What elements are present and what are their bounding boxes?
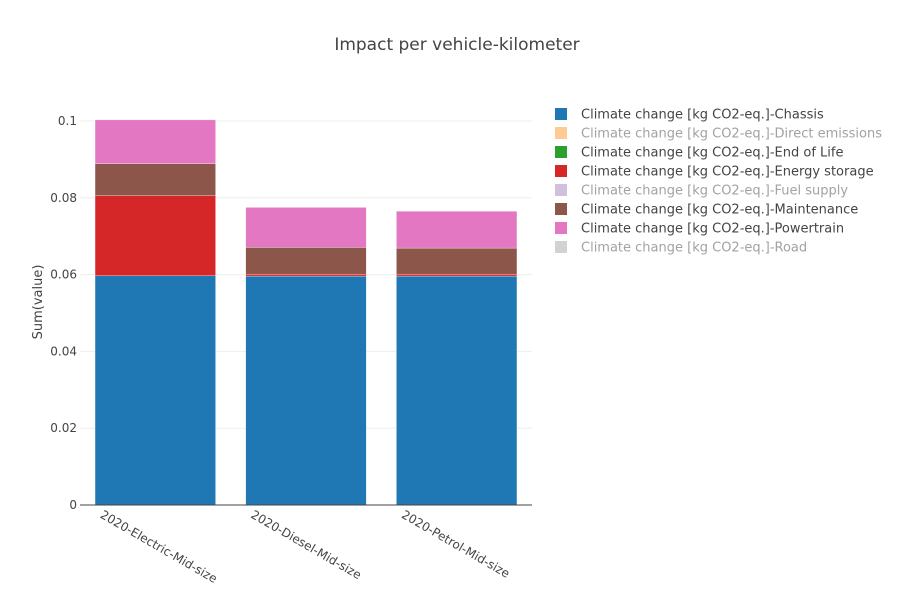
- x-tick-label: 2020-Diesel-Mid-size: [249, 507, 364, 582]
- y-tick-label: 0.04: [50, 344, 77, 358]
- legend-item[interactable]: Climate change [kg CO2-eq.]-Road: [555, 241, 807, 256]
- legend-label: Climate change [kg CO2-eq.]-Maintenance: [581, 203, 858, 218]
- legend-item[interactable]: Climate change [kg CO2-eq.]-Energy stora…: [555, 165, 874, 180]
- legend-item[interactable]: Climate change [kg CO2-eq.]-Maintenance: [555, 203, 858, 218]
- legend-label: Climate change [kg CO2-eq.]-End of Life: [581, 146, 843, 161]
- x-tick-label: 2020-Petrol-Mid-size: [399, 507, 512, 580]
- bar-segment[interactable]: [396, 275, 518, 506]
- legend-label: Climate change [kg CO2-eq.]-Powertrain: [581, 222, 844, 237]
- legend-item[interactable]: Climate change [kg CO2-eq.]-Chassis: [555, 108, 824, 123]
- bars-group[interactable]: [94, 119, 518, 506]
- legend[interactable]: Climate change [kg CO2-eq.]-Chassis Clima…: [555, 108, 882, 256]
- bar-segment[interactable]: [94, 275, 216, 506]
- y-tick-label: 0.1: [58, 114, 77, 128]
- y-tick-label: 0.02: [50, 421, 77, 435]
- bar-segment[interactable]: [245, 275, 367, 506]
- y-axis-label: Sum(value): [31, 265, 46, 340]
- legend-label: Climate change [kg CO2-eq.]-Direct emiss…: [581, 127, 882, 142]
- y-tick-label: 0.06: [50, 268, 77, 282]
- legend-swatch: [555, 184, 567, 196]
- bar-segment[interactable]: [245, 247, 367, 275]
- chart-title: Impact per vehicle-kilometer: [334, 35, 579, 55]
- bar-segment[interactable]: [396, 247, 518, 275]
- legend-swatch: [555, 146, 567, 158]
- bar-segment[interactable]: [245, 273, 367, 277]
- legend-swatch: [555, 222, 567, 234]
- x-tick-label: 2020-Electric-Mid-size: [98, 507, 220, 585]
- legend-item[interactable]: Climate change [kg CO2-eq.]-Direct emiss…: [555, 127, 882, 142]
- legend-label: Climate change [kg CO2-eq.]-Fuel supply: [581, 184, 848, 199]
- y-tick-label: 0.08: [50, 191, 77, 205]
- legend-item[interactable]: Climate change [kg CO2-eq.]-Fuel supply: [555, 184, 848, 199]
- legend-swatch: [555, 203, 567, 215]
- y-tick-label: 0: [69, 498, 77, 512]
- legend-item[interactable]: Climate change [kg CO2-eq.]-Powertrain: [555, 222, 844, 237]
- bar-segment[interactable]: [396, 210, 518, 249]
- bar-segment[interactable]: [94, 119, 216, 164]
- legend-label: Climate change [kg CO2-eq.]-Energy stora…: [581, 165, 874, 180]
- legend-label: Climate change [kg CO2-eq.]-Chassis: [581, 108, 824, 123]
- legend-item[interactable]: Climate change [kg CO2-eq.]-End of Life: [555, 146, 843, 161]
- bar-segment[interactable]: [94, 163, 216, 196]
- legend-swatch: [555, 108, 567, 120]
- bar-segment[interactable]: [94, 195, 216, 277]
- bar-segment[interactable]: [245, 207, 367, 248]
- legend-swatch: [555, 165, 567, 177]
- legend-swatch: [555, 241, 567, 253]
- bar-segment[interactable]: [396, 273, 518, 277]
- legend-swatch: [555, 127, 567, 139]
- legend-label: Climate change [kg CO2-eq.]-Road: [581, 241, 807, 256]
